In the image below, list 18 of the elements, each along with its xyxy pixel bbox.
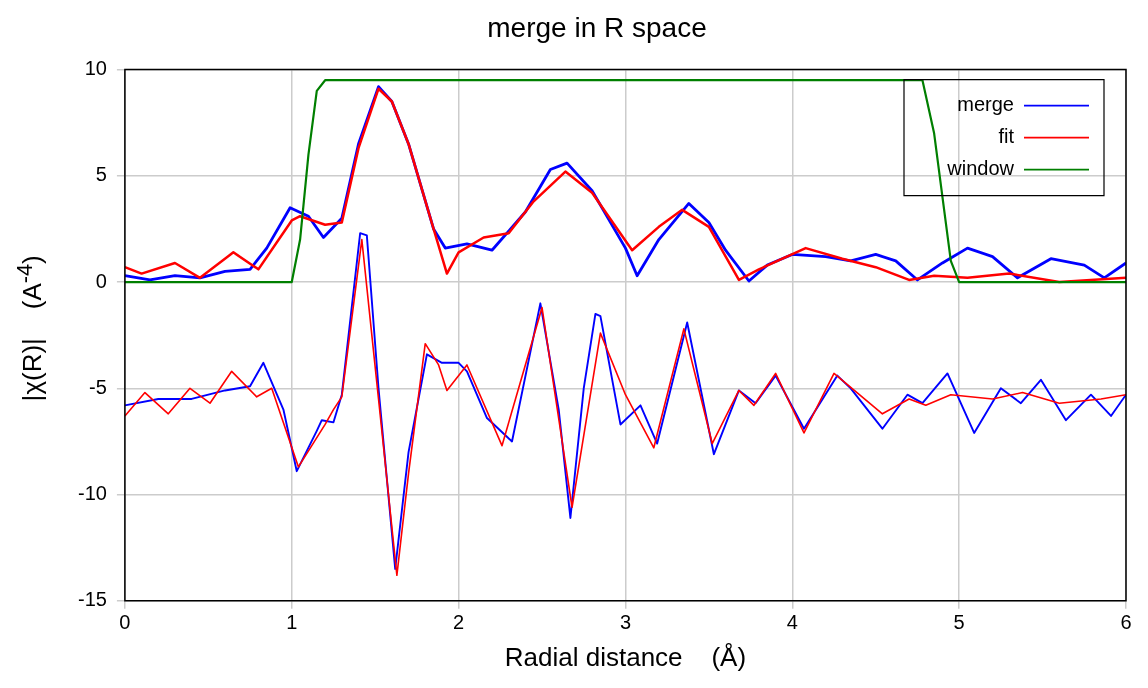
legend-label: fit [998, 125, 1015, 148]
x-tick-label: 1 [286, 611, 298, 634]
y-tick-label: 5 [95, 163, 107, 186]
x-tick-label: 3 [619, 611, 632, 634]
x-tick-label: 2 [453, 611, 465, 634]
x-tick-label: 5 [953, 611, 965, 634]
legend-label: window [946, 157, 1015, 180]
chart-title: merge in R space [487, 11, 707, 43]
y-tick-label: -5 [89, 375, 107, 398]
y-tick-label: 0 [95, 269, 107, 292]
x-tick-label: 4 [786, 611, 798, 634]
y-tick-label: -10 [78, 482, 107, 505]
x-tick-label: 0 [119, 611, 131, 634]
x-tick-label: 6 [1120, 611, 1132, 634]
y-tick-label: 10 [84, 57, 107, 80]
legend-label: merge [957, 93, 1014, 116]
x-axis-title: Radial distance (Å) [504, 641, 747, 672]
y-tick-label: -15 [78, 588, 107, 611]
